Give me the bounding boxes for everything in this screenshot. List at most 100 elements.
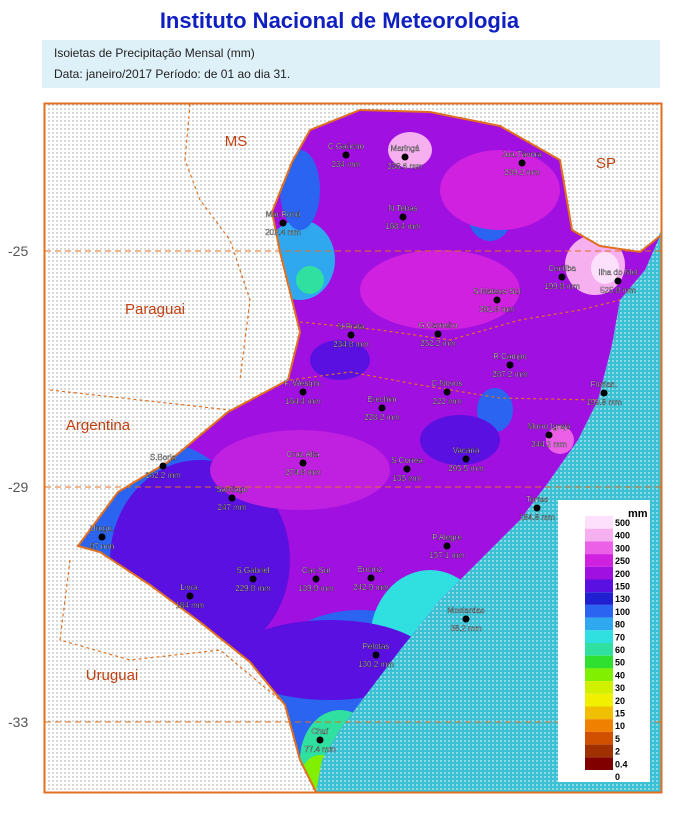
region-label: Uruguai xyxy=(86,667,139,684)
legend-label: 500 xyxy=(615,518,630,528)
legend-label: 40 xyxy=(615,670,625,680)
station-name: Mar.Rond xyxy=(266,210,301,219)
legend-swatch xyxy=(585,592,613,605)
station-value: 202.4 mm xyxy=(265,228,301,237)
station-value: 301.8 mm xyxy=(479,305,515,314)
station-value: 199.8 mm xyxy=(544,282,580,291)
legend-label: 100 xyxy=(615,607,630,617)
station-dot xyxy=(558,273,566,281)
legend-swatch xyxy=(585,579,613,593)
station-value: 199.8 mm xyxy=(586,398,622,407)
station-value: 87 mm xyxy=(90,542,115,551)
station-name: S.Correa xyxy=(391,456,424,465)
station-name: Erechim xyxy=(367,395,397,404)
legend-label: 250 xyxy=(615,556,630,566)
legend-swatch xyxy=(585,630,613,643)
station-dot xyxy=(316,736,324,744)
legend-swatch xyxy=(585,719,613,732)
region-label: SP xyxy=(596,155,616,172)
station-name: Morro Igreja xyxy=(527,422,571,431)
station-name: Maringá xyxy=(391,144,420,153)
legend-label: 2 xyxy=(615,747,620,757)
station-dot xyxy=(378,404,386,412)
station-name: N.Prata xyxy=(337,322,365,331)
station-value: 239.2 mm xyxy=(504,168,540,177)
station-value: 135 mm xyxy=(393,474,422,483)
station-dot xyxy=(98,533,106,541)
station-name: N.Tebas xyxy=(388,204,417,213)
latitude-label: -29 xyxy=(8,479,28,495)
station-dot xyxy=(399,213,407,221)
station-name: C.Novos xyxy=(432,379,463,388)
station-value: 525.8 mm xyxy=(600,286,636,295)
station-dot xyxy=(159,462,167,470)
station-name: Mostardas xyxy=(447,606,484,615)
station-name: S.Mateus Sul xyxy=(473,287,521,296)
station-value: 274.8 mm xyxy=(285,468,321,477)
legend-swatch xyxy=(585,744,613,758)
station-dot xyxy=(614,277,622,285)
station-value: 229.8 mm xyxy=(235,584,271,593)
station-name: Pelotas xyxy=(363,642,390,651)
legend-swatch xyxy=(585,566,613,580)
legend-swatch xyxy=(585,693,613,707)
legend-label: 0.4 xyxy=(615,759,628,769)
region-label: Paraguai xyxy=(125,301,185,318)
legend-label: 30 xyxy=(615,683,625,693)
station-value: 130.2 mm xyxy=(358,660,394,669)
info-box: Isoietas de Precipitação Mensal (mm) Dat… xyxy=(42,40,660,88)
legend-label: 0 xyxy=(615,772,620,782)
station-value: 38.2 mm xyxy=(450,624,481,633)
station-name: Torres xyxy=(526,495,548,504)
station-dot xyxy=(545,431,553,439)
latitude-label: -33 xyxy=(8,714,28,730)
station-dot xyxy=(401,153,409,161)
legend-swatch xyxy=(585,731,613,745)
legend-swatch xyxy=(585,541,613,555)
legend-unit: mm xyxy=(628,508,648,520)
station-value: 247 mm xyxy=(218,503,247,512)
station-name: Vacaria xyxy=(453,446,480,455)
station-dot xyxy=(493,296,501,304)
date-line: Data: janeiro/2017 Período: de 01 ao dia… xyxy=(54,67,291,81)
station-name: Urugu. xyxy=(90,524,114,533)
station-dot xyxy=(279,219,287,227)
station-value: 287.2 mm xyxy=(492,370,528,379)
station-dot xyxy=(462,455,470,463)
region-label: MS xyxy=(225,133,248,150)
station-name: G.Carneiro xyxy=(418,321,458,330)
legend-label: 10 xyxy=(615,721,625,731)
station-dot xyxy=(299,459,307,467)
legend-label: 130 xyxy=(615,594,630,604)
station-value: 168.4 mm xyxy=(385,222,421,231)
station-name: Joa.Távora xyxy=(502,150,543,159)
station-value: 242.9 mm xyxy=(353,583,389,592)
region-label: Argentina xyxy=(66,417,131,434)
station-value: 184.8 mm xyxy=(519,513,555,522)
station-dot xyxy=(600,389,608,397)
legend-swatch xyxy=(585,681,613,694)
station-dot xyxy=(443,542,451,550)
station-name: P.Alegre xyxy=(432,533,462,542)
legend-swatch xyxy=(585,655,613,669)
legend-label: 5 xyxy=(615,734,620,744)
station-dot xyxy=(518,159,526,167)
legend-swatch xyxy=(585,706,613,720)
station-value: 228.2 mm xyxy=(364,413,400,422)
legend-label: 80 xyxy=(615,620,625,630)
station-value: 184 mm xyxy=(176,601,205,610)
legend-swatch xyxy=(585,554,613,567)
station-value: 222 mm xyxy=(433,397,462,406)
station-dot xyxy=(312,575,320,583)
station-name: Livra. xyxy=(180,583,200,592)
station-dot xyxy=(506,361,514,369)
station-value: 338.6 mm xyxy=(387,162,423,171)
station-value: 139.9 mm xyxy=(298,584,334,593)
legend-swatch xyxy=(585,757,613,770)
station-name: S.Borja xyxy=(150,453,177,462)
station-name: Encruz. xyxy=(357,565,384,574)
legend-swatch xyxy=(585,528,613,542)
station-value: 205.5 mm xyxy=(448,464,484,473)
